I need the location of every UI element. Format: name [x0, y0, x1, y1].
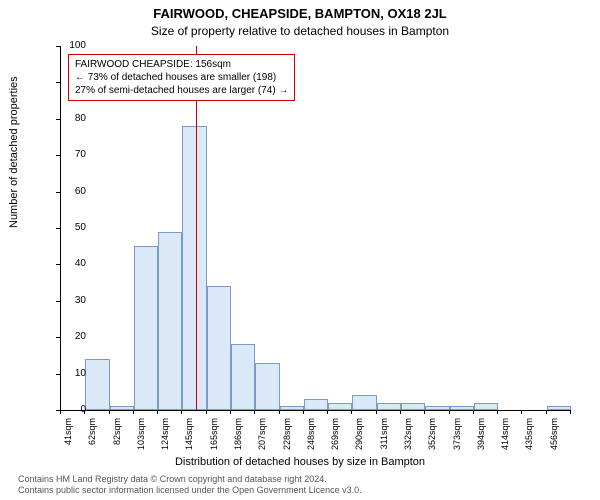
x-tick-mark [521, 410, 522, 414]
y-tick-mark [56, 337, 60, 338]
x-tick-mark [400, 410, 401, 414]
histogram-bar [280, 406, 304, 410]
y-tick-mark [56, 301, 60, 302]
y-tick-label: 40 [46, 258, 86, 269]
y-tick-mark [56, 119, 60, 120]
histogram-bar [352, 395, 376, 410]
y-tick-label: 60 [46, 186, 86, 197]
y-tick-label: 20 [46, 331, 86, 342]
x-tick-mark [473, 410, 474, 414]
x-tick-mark [133, 410, 134, 414]
y-tick-label: 80 [46, 113, 86, 124]
info-line-1: FAIRWOOD CHEAPSIDE: 156sqm [75, 58, 288, 71]
x-tick-mark [376, 410, 377, 414]
y-tick-label: 10 [46, 368, 86, 379]
histogram-bar [231, 344, 255, 410]
chart-container: FAIRWOOD, CHEAPSIDE, BAMPTON, OX18 2JL S… [0, 0, 600, 500]
histogram-bar [425, 406, 449, 410]
histogram-bar [474, 403, 498, 410]
y-tick-label: 0 [46, 404, 86, 415]
y-tick-label: 30 [46, 295, 86, 306]
y-axis-label: Number of detached properties [8, 76, 20, 228]
histogram-bar [401, 403, 425, 410]
x-tick-mark [327, 410, 328, 414]
x-tick-mark [351, 410, 352, 414]
chart-title: FAIRWOOD, CHEAPSIDE, BAMPTON, OX18 2JL [0, 6, 600, 21]
y-tick-mark [56, 155, 60, 156]
histogram-bar [255, 363, 279, 410]
x-tick-mark [570, 410, 571, 414]
y-tick-label: 50 [46, 222, 86, 233]
x-tick-mark [424, 410, 425, 414]
x-tick-mark [109, 410, 110, 414]
x-tick-mark [181, 410, 182, 414]
y-tick-mark [56, 82, 60, 83]
info-line-2: ← 73% of detached houses are smaller (19… [75, 71, 288, 84]
x-tick-mark [84, 410, 85, 414]
x-tick-mark [157, 410, 158, 414]
histogram-bar [182, 126, 206, 410]
x-tick-mark [303, 410, 304, 414]
histogram-bar [450, 406, 474, 410]
x-tick-mark [254, 410, 255, 414]
histogram-bar [134, 246, 158, 410]
x-tick-mark [497, 410, 498, 414]
footer-line-2: Contains public sector information licen… [18, 485, 362, 496]
histogram-bar [110, 406, 134, 410]
chart-subtitle: Size of property relative to detached ho… [0, 24, 600, 38]
histogram-bar [207, 286, 231, 410]
x-tick-mark [449, 410, 450, 414]
y-tick-mark [56, 228, 60, 229]
histogram-bar [328, 403, 352, 410]
y-tick-label: 70 [46, 149, 86, 160]
x-tick-mark [60, 410, 61, 414]
x-tick-mark [230, 410, 231, 414]
y-tick-mark [56, 46, 60, 47]
x-tick-mark [546, 410, 547, 414]
histogram-bar [547, 406, 571, 410]
x-axis-label: Distribution of detached houses by size … [0, 456, 600, 468]
histogram-bar [377, 403, 401, 410]
y-tick-mark [56, 374, 60, 375]
y-tick-mark [56, 264, 60, 265]
histogram-bar [304, 399, 328, 410]
x-tick-mark [279, 410, 280, 414]
footer-line-1: Contains HM Land Registry data © Crown c… [18, 474, 362, 485]
histogram-bar [85, 359, 109, 410]
info-box: FAIRWOOD CHEAPSIDE: 156sqm ← 73% of deta… [68, 54, 295, 101]
x-tick-mark [206, 410, 207, 414]
info-line-3: 27% of semi-detached houses are larger (… [75, 84, 288, 97]
footer-text: Contains HM Land Registry data © Crown c… [18, 474, 362, 497]
y-tick-label: 100 [46, 40, 86, 51]
histogram-bar [158, 232, 182, 410]
y-tick-mark [56, 192, 60, 193]
